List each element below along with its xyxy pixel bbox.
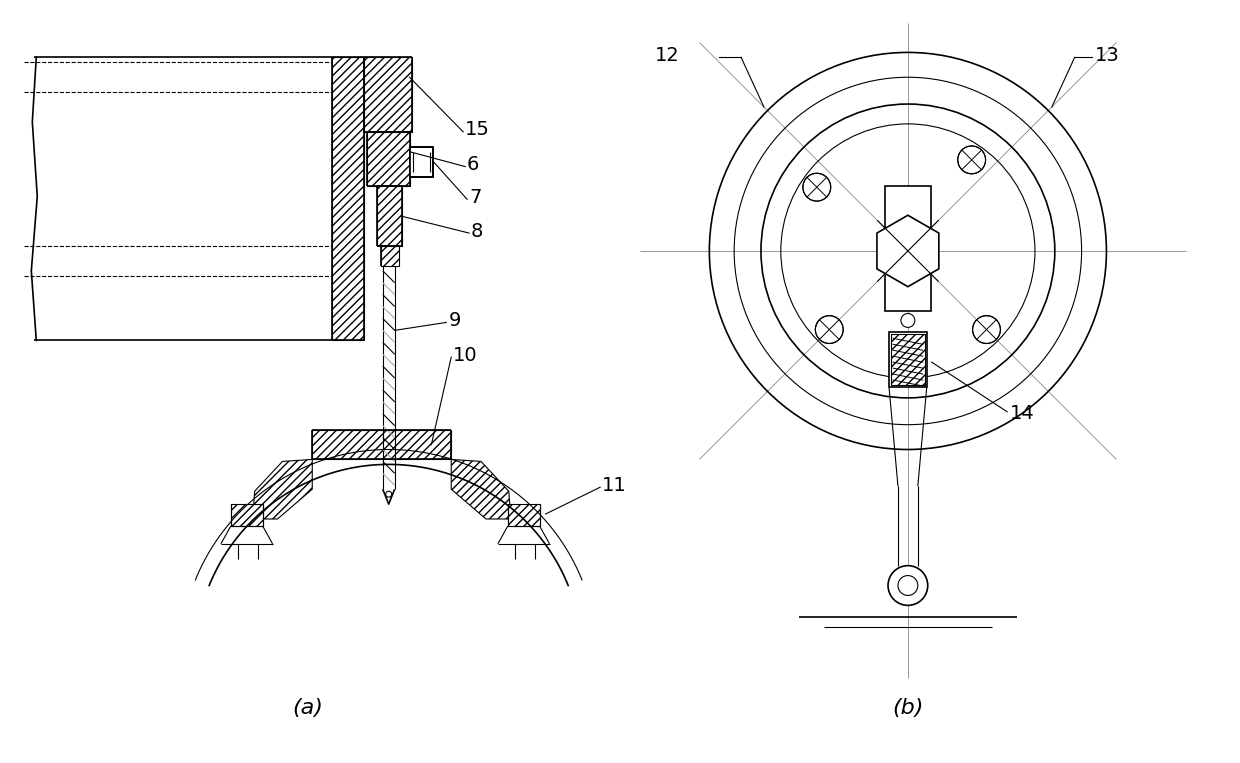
Text: 10: 10: [454, 346, 477, 365]
Circle shape: [816, 316, 843, 343]
Bar: [363, 57, 412, 132]
Text: 11: 11: [603, 476, 627, 494]
Text: 12: 12: [655, 46, 680, 65]
Bar: [231, 504, 263, 526]
Bar: [508, 504, 539, 526]
Text: 8: 8: [471, 221, 484, 240]
Text: 13: 13: [1095, 46, 1120, 65]
Text: (a): (a): [291, 697, 322, 718]
Circle shape: [386, 491, 392, 497]
Bar: [381, 246, 398, 266]
Text: 14: 14: [1011, 404, 1035, 423]
Bar: [367, 132, 409, 186]
Circle shape: [888, 565, 928, 605]
Bar: [312, 430, 451, 459]
Text: 6: 6: [467, 155, 480, 174]
Bar: [889, 333, 926, 387]
Bar: [885, 186, 931, 311]
Bar: [377, 186, 402, 246]
Circle shape: [972, 316, 1001, 343]
Circle shape: [804, 173, 831, 201]
Text: (b): (b): [893, 697, 924, 718]
Circle shape: [957, 146, 986, 174]
Circle shape: [898, 575, 918, 595]
Text: 15: 15: [465, 121, 490, 140]
Circle shape: [901, 314, 915, 327]
Bar: [409, 146, 433, 176]
Text: 7: 7: [469, 188, 481, 207]
Polygon shape: [451, 459, 511, 519]
Polygon shape: [877, 215, 939, 287]
Polygon shape: [253, 459, 312, 519]
Text: 9: 9: [448, 311, 460, 330]
Bar: [892, 334, 925, 385]
Bar: [332, 57, 363, 340]
